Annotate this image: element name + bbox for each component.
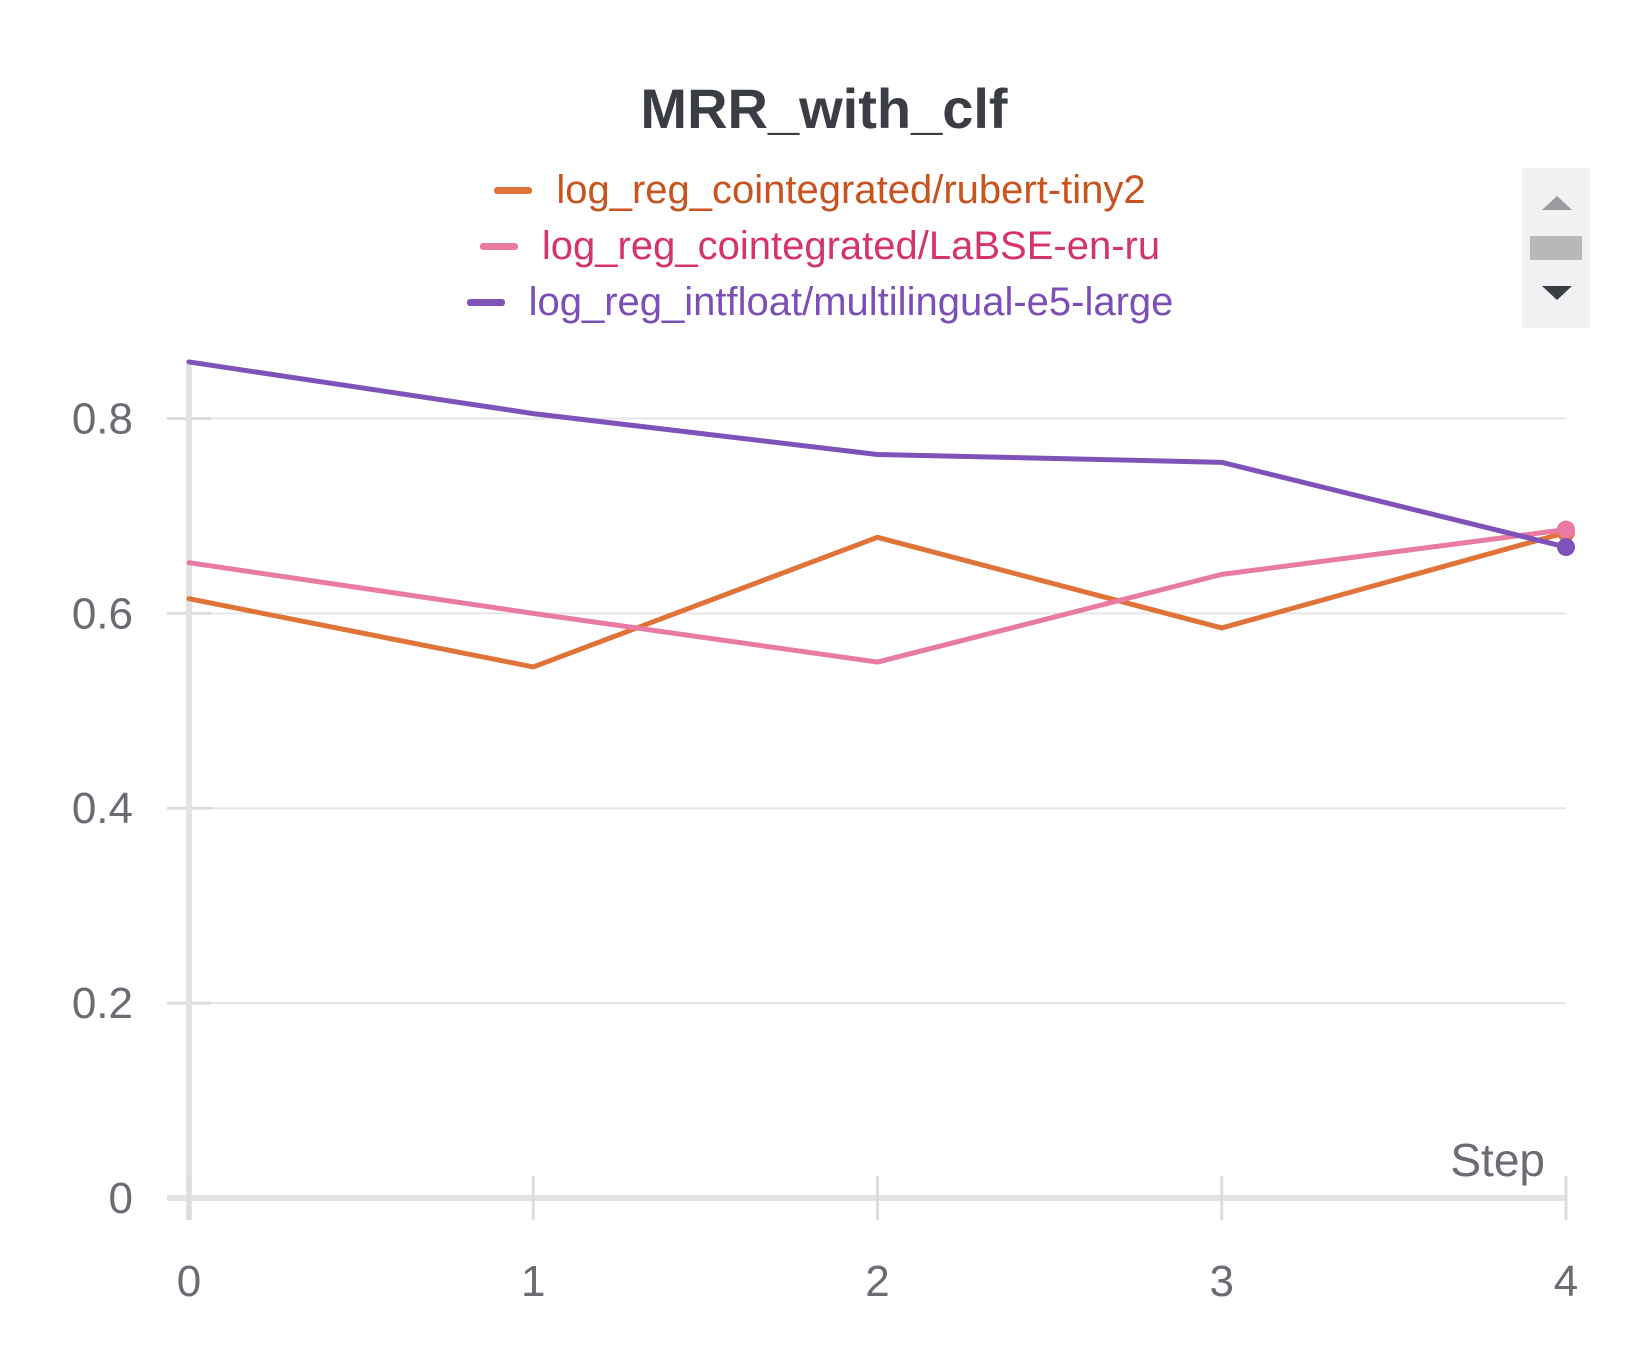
- legend-swatch: [494, 186, 533, 194]
- x-tick-label: 4: [1554, 1257, 1578, 1306]
- legend-swatch: [479, 242, 518, 250]
- x-tick-label: 2: [865, 1257, 889, 1306]
- grid-lines: [189, 417, 1566, 1005]
- chart-legend: log_reg_cointegrated/rubert-tiny2 log_re…: [320, 162, 1320, 330]
- legend-label: log_reg_cointegrated/LaBSE-en-ru: [541, 223, 1161, 268]
- legend-swatch: [466, 298, 505, 306]
- legend-item-rubert-tiny2[interactable]: log_reg_cointegrated/rubert-tiny2: [320, 162, 1320, 218]
- triangle-up-icon[interactable]: [1542, 196, 1572, 210]
- series-end-point: [1557, 520, 1575, 539]
- triangle-down-icon[interactable]: [1542, 286, 1572, 300]
- x-tick-label: 3: [1210, 1257, 1234, 1306]
- y-tick-label: 0: [109, 1174, 133, 1223]
- chart-title: MRR_with_clf: [640, 77, 1008, 140]
- x-axis-title: Step: [1450, 1134, 1545, 1186]
- y-tick-label: 0.4: [72, 784, 133, 833]
- legend-scroller: [1522, 168, 1590, 328]
- series-line: [186, 527, 1569, 665]
- legend-scroll-thumb[interactable]: [1530, 236, 1582, 260]
- legend-label: log_reg_intfloat/multilingual-e5-large: [528, 279, 1174, 324]
- legend-item-multilingual-e5-large[interactable]: log_reg_intfloat/multilingual-e5-large: [320, 274, 1320, 330]
- axes: [167, 360, 1568, 1220]
- series-lines: [186, 359, 1575, 670]
- y-tick-label: 0.6: [72, 589, 133, 638]
- series-end-point: [1557, 538, 1575, 557]
- legend-item-labse-en-ru[interactable]: log_reg_cointegrated/LaBSE-en-ru: [320, 218, 1320, 274]
- y-tick-label: 0.8: [72, 394, 133, 443]
- legend-label: log_reg_cointegrated/rubert-tiny2: [556, 167, 1146, 212]
- series-line: [186, 359, 1569, 550]
- x-tick-label: 1: [521, 1257, 545, 1306]
- tick-labels: 0 0.2 0.4 0.6 0.8 0 1 2 3 4: [72, 394, 1578, 1306]
- series-line: [186, 529, 1569, 670]
- y-tick-label: 0.2: [72, 979, 133, 1028]
- x-tick-label: 0: [177, 1257, 201, 1306]
